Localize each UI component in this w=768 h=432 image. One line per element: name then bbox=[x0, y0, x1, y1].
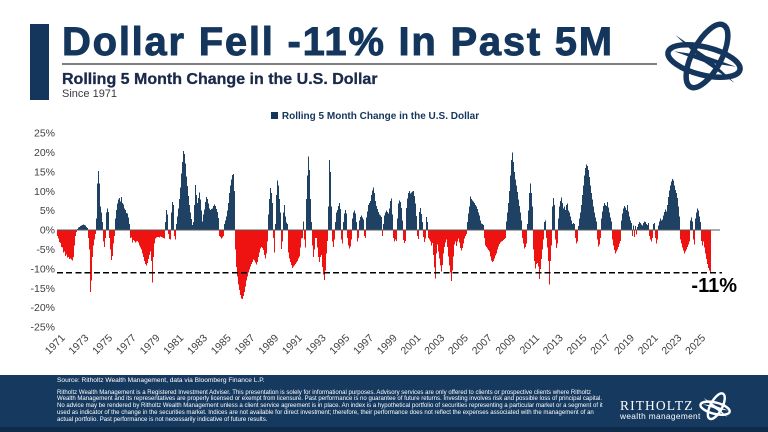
svg-text:-5%: -5% bbox=[36, 244, 55, 256]
svg-text:1991: 1991 bbox=[280, 332, 305, 357]
svg-text:2001: 2001 bbox=[399, 332, 424, 357]
svg-text:1971: 1971 bbox=[43, 332, 68, 357]
svg-text:1989: 1989 bbox=[256, 332, 281, 357]
svg-text:1987: 1987 bbox=[233, 332, 258, 357]
svg-text:1975: 1975 bbox=[90, 332, 115, 357]
svg-text:2017: 2017 bbox=[588, 332, 613, 357]
svg-text:15%: 15% bbox=[34, 166, 55, 178]
svg-text:2021: 2021 bbox=[636, 332, 661, 357]
svg-text:2015: 2015 bbox=[565, 332, 590, 357]
svg-text:-11%: -11% bbox=[691, 275, 737, 297]
svg-text:2013: 2013 bbox=[541, 332, 566, 357]
svg-text:1977: 1977 bbox=[114, 332, 139, 357]
svg-text:1973: 1973 bbox=[66, 332, 91, 357]
svg-text:1981: 1981 bbox=[161, 332, 186, 357]
svg-text:2005: 2005 bbox=[446, 332, 471, 357]
svg-text:1983: 1983 bbox=[185, 332, 210, 357]
svg-text:1997: 1997 bbox=[351, 332, 376, 357]
svg-text:2009: 2009 bbox=[493, 332, 518, 357]
svg-text:1985: 1985 bbox=[209, 332, 234, 357]
svg-text:2011: 2011 bbox=[518, 332, 543, 357]
svg-text:10%: 10% bbox=[34, 186, 55, 198]
svg-text:25%: 25% bbox=[34, 128, 55, 140]
svg-text:5%: 5% bbox=[40, 205, 55, 217]
svg-text:1993: 1993 bbox=[304, 332, 329, 357]
svg-text:-15%: -15% bbox=[30, 283, 55, 295]
svg-text:20%: 20% bbox=[34, 147, 55, 159]
svg-text:2003: 2003 bbox=[422, 332, 447, 357]
svg-text:-25%: -25% bbox=[30, 322, 55, 334]
svg-text:1979: 1979 bbox=[138, 332, 163, 357]
svg-text:2007: 2007 bbox=[470, 332, 495, 357]
svg-text:-20%: -20% bbox=[30, 302, 55, 314]
svg-text:-10%: -10% bbox=[30, 263, 55, 275]
svg-text:0%: 0% bbox=[40, 225, 55, 237]
svg-text:1999: 1999 bbox=[375, 332, 400, 357]
svg-text:2019: 2019 bbox=[612, 332, 637, 357]
svg-text:2023: 2023 bbox=[659, 332, 684, 357]
svg-text:2025: 2025 bbox=[683, 332, 708, 357]
svg-text:1995: 1995 bbox=[327, 332, 352, 357]
